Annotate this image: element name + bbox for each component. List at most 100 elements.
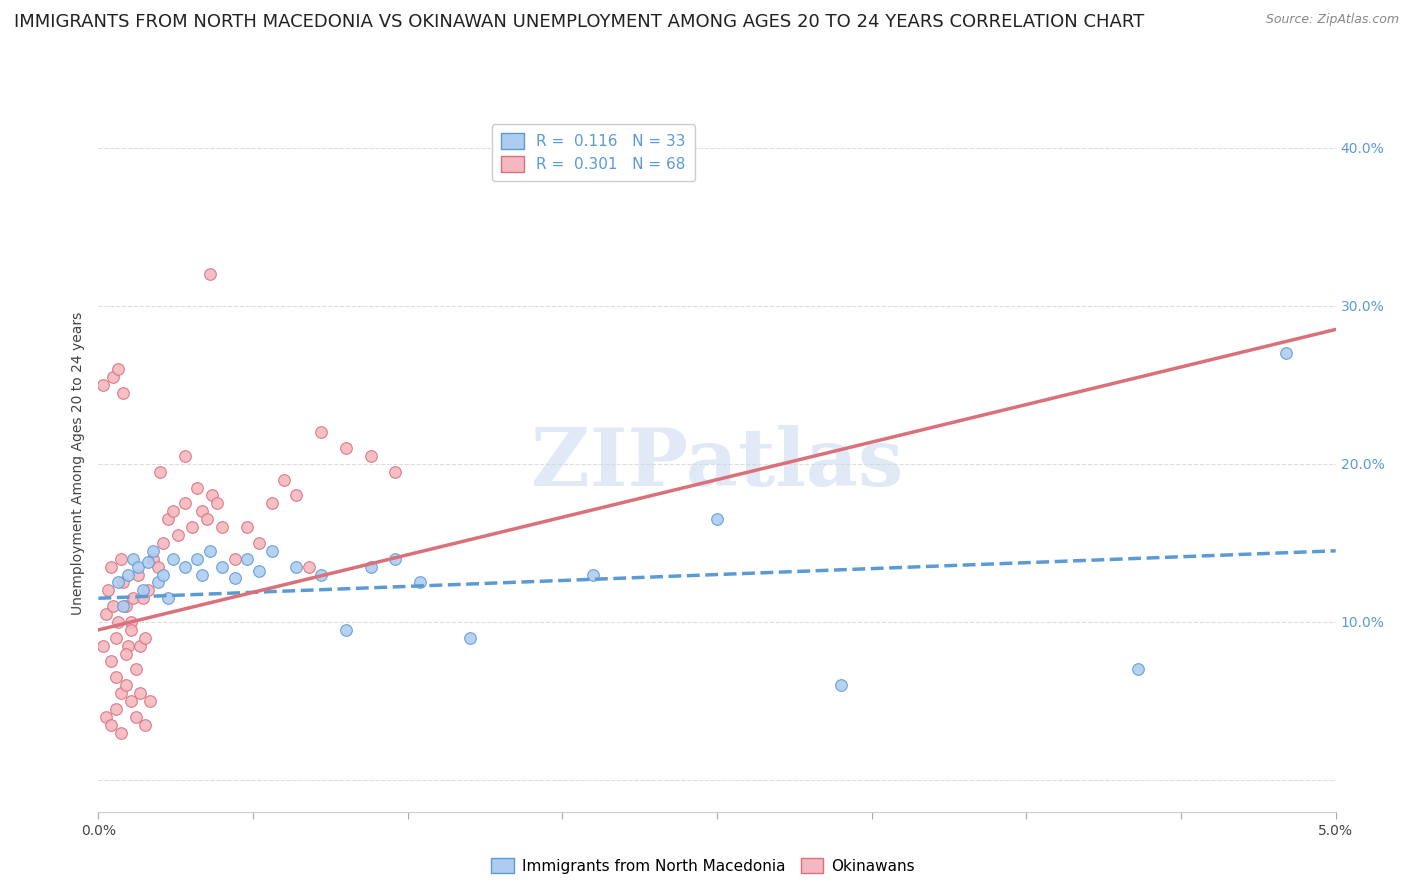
Point (104, 702, 127, 716)
Point (335, 623, 357, 637)
Point (1126, 662, 1149, 676)
Point (156, 512, 179, 526)
Point (136, 555, 159, 569)
Point (174, 449, 197, 463)
Point (409, 575, 432, 590)
Point (1275, 346, 1298, 360)
Point (191, 567, 214, 582)
Point (107, 362, 129, 376)
Point (124, 662, 146, 676)
Point (260, 543, 283, 558)
Point (260, 496, 283, 510)
Point (211, 559, 233, 574)
Point (110, 725, 132, 739)
Point (94, 710, 117, 724)
Point (114, 678, 136, 692)
Point (181, 520, 204, 534)
Point (236, 551, 259, 566)
Point (127, 567, 149, 582)
Point (309, 567, 332, 582)
Point (100, 655, 122, 669)
Text: Source: ZipAtlas.com: Source: ZipAtlas.com (1265, 13, 1399, 27)
Point (706, 512, 728, 526)
Point (122, 591, 145, 606)
Point (107, 615, 129, 629)
Point (298, 559, 321, 574)
Point (93, 377, 115, 392)
Point (112, 575, 135, 590)
Point (104, 631, 127, 645)
Point (114, 647, 136, 661)
Point (120, 615, 142, 629)
Point (211, 520, 233, 534)
Point (384, 465, 406, 479)
Point (107, 575, 129, 590)
Point (285, 488, 308, 502)
Point (236, 520, 259, 534)
Point (112, 385, 135, 400)
Legend: Immigrants from North Macedonia, Okinawans: Immigrants from North Macedonia, Okinawa… (485, 852, 921, 880)
Point (309, 425, 332, 440)
Point (285, 559, 308, 574)
Point (152, 567, 174, 582)
Point (110, 551, 132, 566)
Point (247, 565, 270, 579)
Point (360, 559, 382, 574)
Point (132, 583, 155, 598)
Point (122, 551, 145, 566)
Point (335, 441, 357, 455)
Point (205, 496, 228, 510)
Point (124, 710, 146, 724)
Text: ZIPatlas: ZIPatlas (531, 425, 903, 503)
Point (152, 536, 174, 550)
Point (201, 488, 224, 502)
Y-axis label: Unemployment Among Ages 20 to 24 years: Unemployment Among Ages 20 to 24 years (72, 312, 86, 615)
Point (110, 686, 132, 700)
Point (100, 717, 122, 731)
Point (191, 504, 214, 518)
Point (103, 369, 125, 384)
Point (139, 694, 162, 708)
Point (117, 567, 139, 582)
Point (162, 504, 184, 518)
Point (198, 267, 221, 281)
Point (360, 449, 382, 463)
Point (100, 559, 122, 574)
Point (247, 536, 270, 550)
Point (134, 631, 156, 645)
Point (195, 512, 218, 526)
Point (120, 623, 142, 637)
Point (186, 481, 208, 495)
Point (120, 694, 142, 708)
Text: IMMIGRANTS FROM NORTH MACEDONIA VS OKINAWAN UNEMPLOYMENT AMONG AGES 20 TO 24 YEA: IMMIGRANTS FROM NORTH MACEDONIA VS OKINA… (14, 13, 1144, 31)
Point (582, 567, 605, 582)
Point (156, 591, 179, 606)
Point (162, 551, 184, 566)
Point (94, 607, 117, 621)
Point (224, 551, 246, 566)
Point (93, 639, 115, 653)
Point (198, 543, 221, 558)
Point (134, 717, 156, 731)
Point (384, 551, 406, 566)
Point (273, 473, 295, 487)
Point (830, 678, 852, 692)
Point (112, 599, 135, 614)
Point (142, 551, 165, 566)
Point (149, 465, 172, 479)
Point (142, 543, 165, 558)
Point (224, 571, 246, 585)
Point (132, 591, 155, 606)
Point (186, 551, 208, 566)
Point (136, 583, 159, 598)
Point (114, 599, 136, 614)
Legend: R =  0.116   N = 33, R =  0.301   N = 68: R = 0.116 N = 33, R = 0.301 N = 68 (492, 124, 695, 181)
Point (129, 639, 152, 653)
Point (146, 575, 169, 590)
Point (104, 670, 127, 684)
Point (117, 639, 139, 653)
Point (103, 599, 125, 614)
Point (166, 528, 188, 542)
Point (458, 631, 481, 645)
Point (129, 686, 152, 700)
